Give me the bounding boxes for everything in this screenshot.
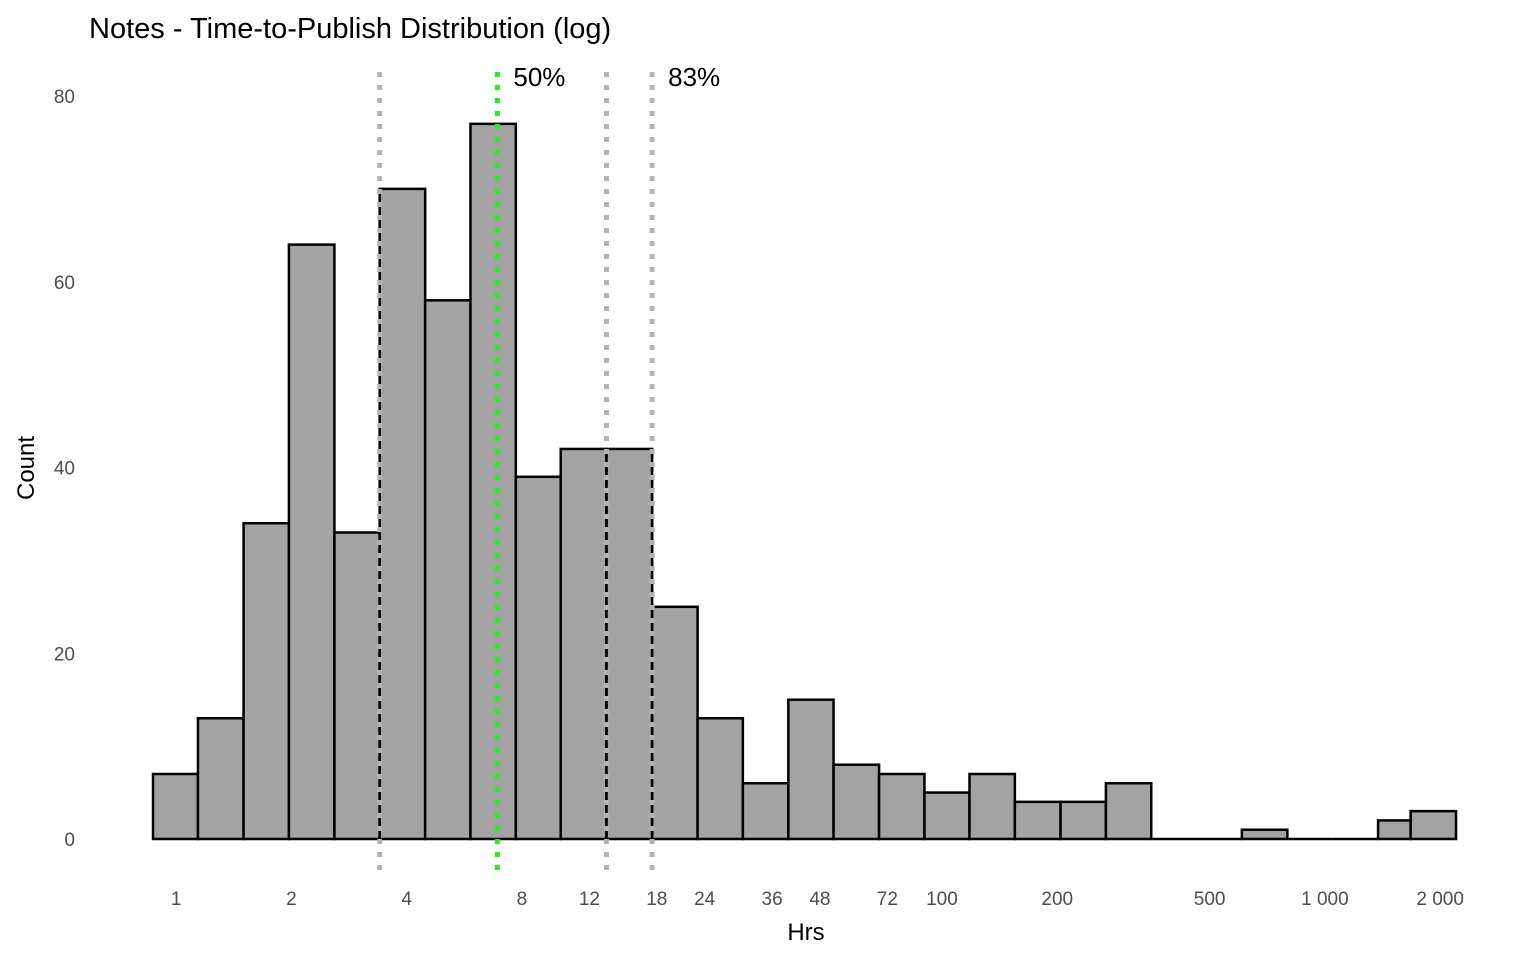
x-tick-label: 2 000	[1416, 889, 1464, 910]
histogram-bar-19	[1013, 800, 1062, 841]
y-tick-label: 20	[54, 644, 75, 665]
histogram-bar-27	[1376, 819, 1412, 841]
histogram-bar-12	[696, 717, 745, 841]
x-tick-label: 8	[517, 889, 528, 910]
x-tick-label: 72	[877, 889, 898, 910]
histogram-bar-28	[1409, 809, 1458, 841]
x-axis-ticks: 1 2 4 8 12 18 24 36 48 72 100 200 500 1 000 2 000	[171, 889, 1464, 910]
histogram-bar-15	[832, 763, 881, 841]
histogram-bar-21	[1104, 782, 1153, 841]
histogram-bar-3	[287, 243, 336, 841]
dashed-lines-group	[605, 448, 654, 839]
x-tick-label: 2	[286, 889, 297, 910]
reference-label-3: 83%	[668, 62, 720, 92]
y-tick-label: 40	[54, 459, 75, 480]
x-tick-label: 18	[646, 889, 667, 910]
y-tick-label: 80	[54, 87, 75, 108]
histogram-bar-8	[514, 475, 562, 841]
y-axis-title: Count	[13, 436, 40, 500]
x-tick-label: 48	[809, 889, 830, 910]
histogram-bar-1	[196, 717, 245, 841]
x-axis-title: Hrs	[787, 919, 824, 946]
x-tick-label: 4	[401, 889, 412, 910]
histogram-bar-7	[469, 122, 518, 841]
histogram-bar-5	[378, 187, 427, 841]
x-tick-label: 36	[762, 889, 783, 910]
histogram-bar-9	[559, 447, 608, 841]
x-tick-label: 12	[579, 889, 600, 910]
histogram-bar-0	[151, 772, 200, 841]
histogram-bar-20	[1059, 800, 1108, 841]
histogram-bar-14	[787, 698, 835, 841]
y-tick-label: 0	[64, 830, 75, 851]
histogram-bar-18	[968, 772, 1017, 841]
y-tick-label: 60	[54, 273, 75, 294]
x-tick-label: 100	[926, 889, 958, 910]
histogram-bar-13	[741, 782, 790, 841]
x-tick-label: 1 000	[1301, 889, 1349, 910]
histogram-bar-11	[650, 605, 699, 841]
histogram-bar-2	[242, 521, 291, 841]
reference-lines-group: 50% 83%	[377, 62, 720, 872]
histogram-bar-6	[423, 299, 472, 841]
histogram-bar-17	[923, 791, 971, 841]
y-axis-ticks: 0 20 40 60 80	[54, 87, 75, 851]
chart-title: Notes - Time-to-Publish Distribution (lo…	[89, 13, 611, 45]
histogram-bar-16	[877, 772, 926, 841]
histogram-bar-4	[333, 531, 381, 841]
histogram-bar-24	[1240, 828, 1289, 841]
histogram-bar-10	[605, 447, 654, 841]
x-tick-label: 24	[694, 889, 716, 910]
x-tick-label: 500	[1194, 889, 1226, 910]
reference-label-1: 50%	[513, 62, 565, 92]
x-tick-label: 1	[171, 889, 182, 910]
x-tick-label: 200	[1041, 889, 1073, 910]
bars-group	[151, 122, 1458, 841]
